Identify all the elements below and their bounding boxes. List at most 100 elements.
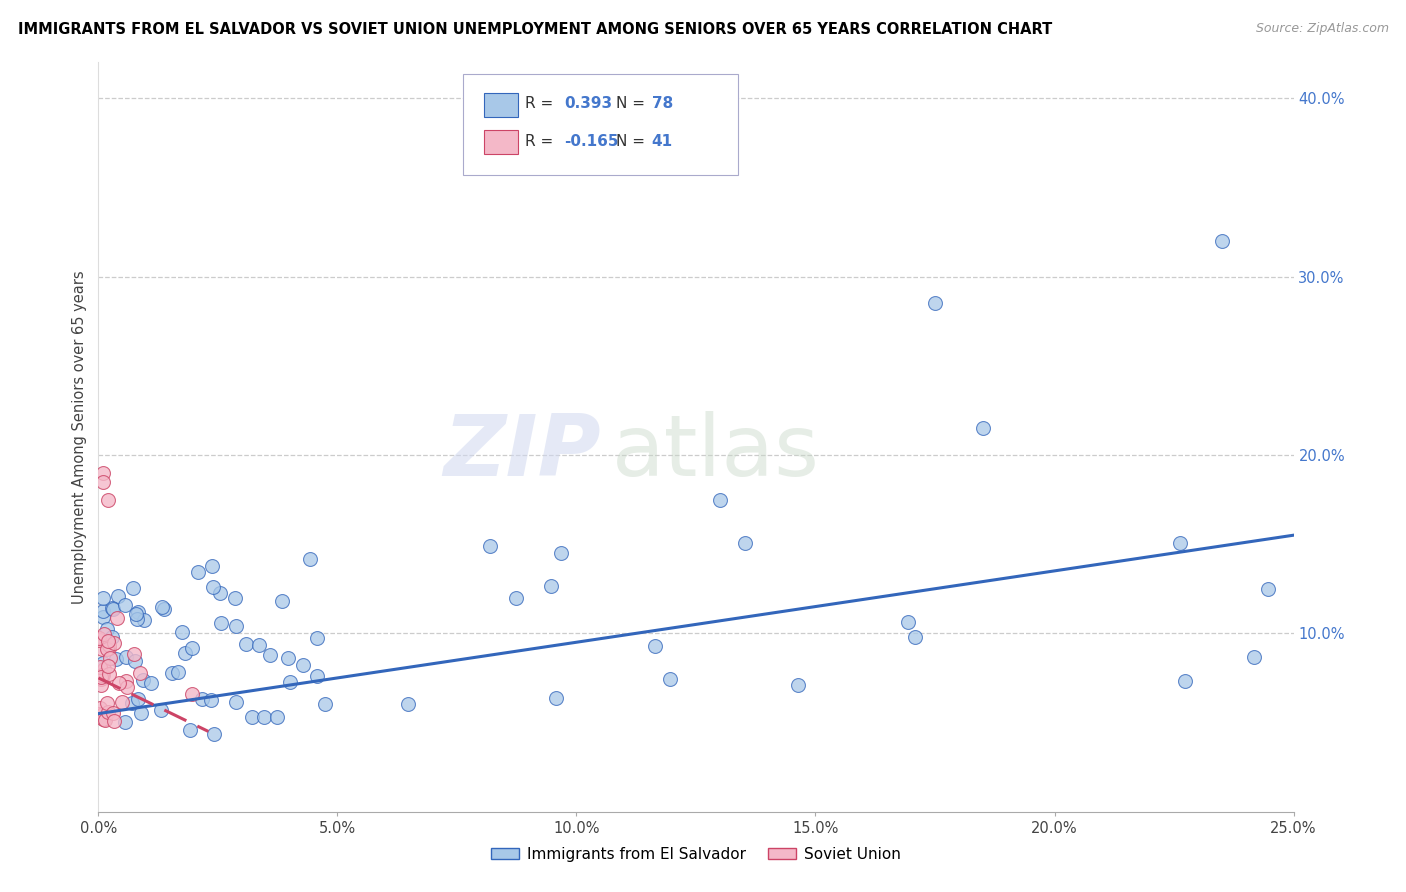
- Point: [90, 670, 112, 684]
- Point: [93, 627, 115, 641]
- Point: [897, 615, 920, 630]
- Point: [396, 698, 419, 712]
- Point: [139, 676, 162, 690]
- Legend: Immigrants from El Salvador, Soviet Union: Immigrants from El Salvador, Soviet Unio…: [485, 840, 907, 868]
- Point: [108, 675, 131, 690]
- Point: [114, 673, 136, 688]
- Point: [115, 680, 138, 694]
- Point: [97, 633, 120, 648]
- Point: [181, 687, 204, 701]
- Point: [98, 641, 121, 656]
- Point: [314, 697, 336, 711]
- Point: [505, 591, 527, 605]
- Point: [90, 678, 112, 692]
- Point: [100, 630, 122, 644]
- Text: -0.165: -0.165: [565, 134, 619, 149]
- Point: [122, 582, 145, 596]
- Point: [124, 607, 146, 621]
- Point: [544, 691, 567, 706]
- FancyBboxPatch shape: [485, 93, 517, 117]
- Point: [111, 695, 134, 709]
- Point: [101, 601, 124, 615]
- Point: [235, 637, 257, 651]
- Point: [89, 701, 111, 715]
- Point: [103, 714, 125, 729]
- Text: 41: 41: [652, 134, 673, 149]
- Point: [191, 692, 214, 706]
- Point: [114, 714, 136, 729]
- Point: [103, 706, 125, 720]
- Point: [170, 624, 193, 639]
- Point: [150, 599, 173, 614]
- Point: [93, 713, 115, 727]
- Point: [174, 646, 197, 660]
- Point: [127, 605, 149, 619]
- Point: [91, 604, 114, 618]
- Point: [152, 602, 174, 616]
- Point: [97, 705, 120, 719]
- Point: [107, 589, 129, 603]
- Point: [91, 707, 114, 722]
- Point: [105, 651, 128, 665]
- Point: [202, 727, 225, 741]
- Point: [270, 594, 292, 608]
- Point: [278, 674, 301, 689]
- Point: [659, 672, 682, 686]
- Point: [89, 706, 111, 721]
- Point: [200, 559, 222, 574]
- Point: [132, 673, 155, 687]
- Text: IMMIGRANTS FROM EL SALVADOR VS SOVIET UNION UNEMPLOYMENT AMONG SENIORS OVER 65 Y: IMMIGRANTS FROM EL SALVADOR VS SOVIET UN…: [18, 22, 1053, 37]
- Point: [225, 619, 247, 633]
- Point: [93, 662, 115, 676]
- Point: [97, 638, 120, 652]
- Point: [202, 581, 225, 595]
- Point: [89, 631, 111, 645]
- Point: [96, 696, 118, 710]
- Point: [307, 669, 329, 683]
- Point: [98, 667, 121, 681]
- Text: Source: ZipAtlas.com: Source: ZipAtlas.com: [1256, 22, 1389, 36]
- Point: [904, 630, 927, 644]
- Text: R =: R =: [524, 134, 558, 149]
- Point: [97, 658, 120, 673]
- Point: [179, 723, 201, 738]
- Point: [90, 672, 112, 686]
- Point: [122, 647, 145, 661]
- Point: [105, 611, 128, 625]
- Point: [277, 650, 299, 665]
- Point: [253, 710, 276, 724]
- Text: R =: R =: [524, 96, 558, 112]
- Point: [127, 611, 149, 625]
- Point: [103, 636, 125, 650]
- Point: [90, 668, 112, 682]
- Point: [91, 609, 114, 624]
- Point: [115, 649, 138, 664]
- Point: [291, 658, 314, 673]
- Point: [209, 615, 232, 630]
- FancyBboxPatch shape: [463, 74, 738, 175]
- Point: [91, 475, 114, 489]
- Point: [98, 651, 121, 665]
- Text: 0.393: 0.393: [565, 96, 613, 112]
- Point: [1211, 234, 1233, 248]
- Point: [127, 692, 149, 706]
- Point: [97, 492, 120, 507]
- Point: [734, 535, 756, 549]
- Point: [200, 693, 222, 707]
- Point: [91, 657, 114, 671]
- Text: 78: 78: [652, 96, 673, 112]
- Y-axis label: Unemployment Among Seniors over 65 years: Unemployment Among Seniors over 65 years: [72, 270, 87, 604]
- Point: [91, 466, 114, 480]
- Point: [550, 546, 572, 560]
- Point: [91, 712, 114, 726]
- Point: [709, 492, 731, 507]
- Point: [89, 632, 111, 647]
- Point: [1174, 673, 1197, 688]
- Point: [307, 631, 329, 645]
- Point: [91, 667, 114, 681]
- Point: [240, 709, 263, 723]
- Point: [167, 665, 190, 679]
- Point: [644, 639, 666, 653]
- Point: [132, 613, 155, 627]
- Point: [786, 678, 808, 692]
